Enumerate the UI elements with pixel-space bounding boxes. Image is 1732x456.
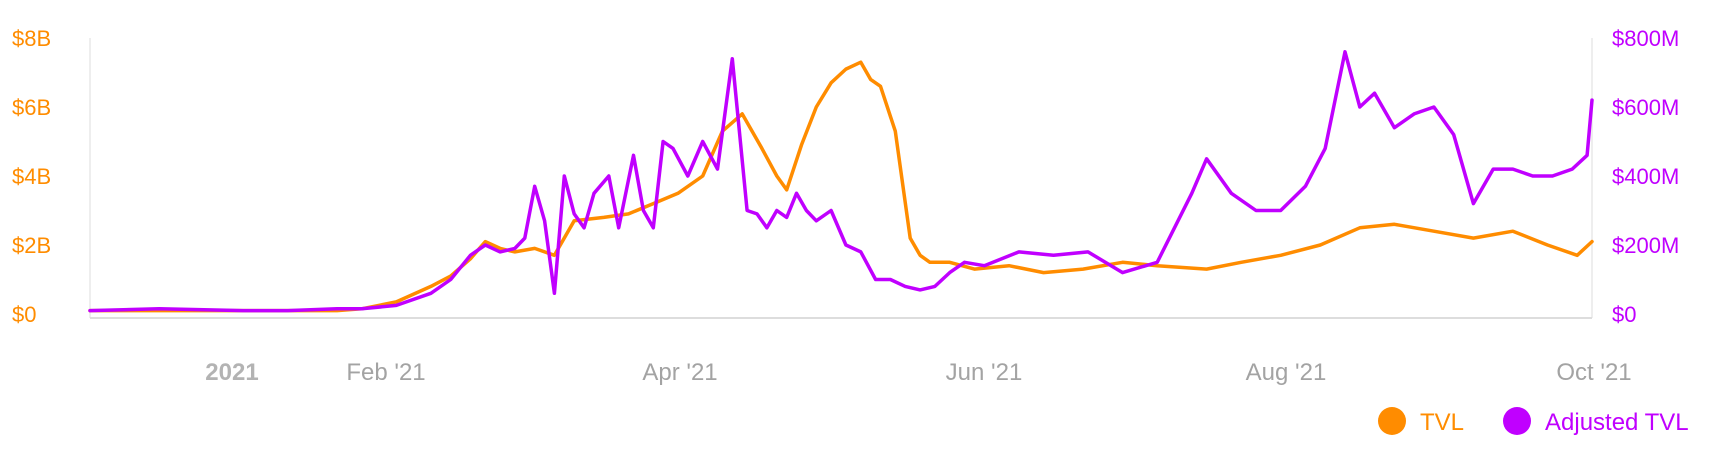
y-right-tick-label: $0 (1612, 302, 1636, 327)
x-tick-label: Jun '21 (946, 359, 1023, 386)
x-tick-label: Aug '21 (1246, 359, 1327, 386)
legend-swatch (1378, 407, 1406, 435)
series-line-tvl (88, 60, 1594, 313)
y-axis-right: $0 $200M $400M $600M $800M (1612, 26, 1679, 327)
series-group (88, 50, 1594, 313)
y-right-tick-label: $400M (1612, 164, 1679, 189)
x-tick-label: Feb '21 (346, 359, 425, 386)
y-right-tick-label: $800M (1612, 26, 1679, 51)
legend-label: Adjusted TVL (1545, 409, 1689, 436)
y-left-tick-label: $8B (12, 26, 51, 51)
x-tick-label: 2021 (205, 359, 258, 386)
y-right-tick-label: $600M (1612, 95, 1679, 120)
y-left-tick-label: $4B (12, 164, 51, 189)
y-left-tick-label: $6B (12, 95, 51, 120)
y-left-tick-label: $2B (12, 233, 51, 258)
legend: TVL Adjusted TVL (1378, 407, 1689, 436)
legend-swatch (1503, 407, 1531, 435)
y-axis-left: $0 $2B $4B $6B $8B (12, 26, 51, 327)
y-left-tick-label: $0 (12, 302, 36, 327)
x-tick-label: Oct '21 (1556, 359, 1631, 386)
x-tick-label: Apr '21 (642, 359, 717, 386)
series-line-adjusted-tvl (88, 50, 1594, 313)
x-axis: 2021 Feb '21 Apr '21 Jun '21 Aug '21 Oct '21 (205, 359, 1631, 386)
legend-label: TVL (1420, 409, 1464, 436)
y-right-tick-label: $200M (1612, 233, 1679, 258)
